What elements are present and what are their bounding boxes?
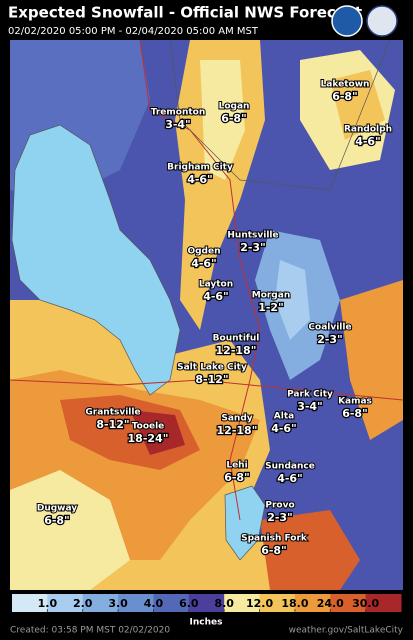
legend-tick-label: 1.0 — [38, 597, 58, 610]
legend-swatch — [47, 594, 84, 612]
legend-tick-label: 6.0 — [179, 597, 199, 610]
snow-amount: 6-8" — [224, 471, 250, 484]
city-name: Morgan — [252, 291, 291, 301]
legend-tick-label: 4.0 — [144, 597, 164, 610]
snow-amount: 12-18" — [216, 344, 257, 357]
snow-amount: 6-8" — [332, 90, 358, 103]
snow-amount: 4-6" — [203, 290, 229, 303]
snow-amount: 2-3" — [317, 333, 343, 346]
legend-swatch — [153, 594, 190, 612]
legend-swatch — [12, 594, 48, 612]
city-name: Sundance — [265, 462, 315, 472]
city-name: Bountiful — [213, 334, 260, 344]
city-name: Coalville — [308, 323, 351, 333]
city-name: Lehi — [226, 461, 247, 471]
legend-swatch — [82, 594, 119, 612]
snow-amount: 4-6" — [187, 173, 213, 186]
subtitle: 02/02/2020 05:00 PM - 02/04/2020 05:00 A… — [8, 26, 259, 37]
legend-swatch — [365, 594, 402, 612]
snow-amount: 2-3" — [240, 241, 266, 254]
city-name: Alta — [274, 412, 294, 422]
legend-swatch — [224, 594, 261, 612]
legend-swatch — [330, 594, 367, 612]
legend-swatch — [294, 594, 331, 612]
city-name: Brigham City — [167, 163, 233, 173]
snow-amount: 4-6" — [277, 472, 303, 485]
created-note: Created: 03:58 PM MST 02/02/2020 — [10, 626, 170, 636]
snow-amount: 1-2" — [258, 301, 284, 314]
legend-tick-label: 3.0 — [108, 597, 128, 610]
snow-amount: 2-3" — [267, 511, 293, 524]
snow-amount: 6-8" — [261, 544, 287, 557]
snow-amount: 3-4" — [165, 118, 191, 131]
legend-tick-label: 24.0 — [317, 597, 344, 610]
snow-amount: 18-24" — [128, 432, 169, 445]
snow-amount: 6-8" — [221, 112, 247, 125]
snow-amount: 4-6" — [355, 135, 381, 148]
snow-amount: 6-8" — [44, 514, 70, 527]
legend-swatch — [259, 594, 296, 612]
legend: 1.0 2.0 3.0 4.0 6.0 8.0 12.0 18.0 24.0 30.0 — [12, 594, 402, 612]
city-name: Kamas — [338, 397, 372, 407]
city-name: Spanish Fork — [241, 534, 308, 544]
legend-title: Inches — [190, 618, 223, 628]
legend-swatch — [118, 594, 154, 612]
nws-logos — [331, 5, 398, 37]
city-name: Tooele — [132, 422, 165, 432]
city-name: Park City — [287, 390, 333, 400]
snow-amount: 4-6" — [191, 257, 217, 270]
snow-amount: 4-6" — [271, 422, 297, 435]
city-name: Huntsville — [227, 231, 278, 241]
city-name: Provo — [265, 501, 294, 511]
city-name: Laketown — [321, 80, 370, 90]
city-name: Tremonton — [151, 108, 206, 118]
legend-swatch — [188, 594, 225, 612]
city-name: Sandy — [221, 414, 252, 424]
source-url: weather.gov/SaltLakeCity — [289, 626, 404, 636]
snow-amount: 3-4" — [297, 400, 323, 413]
city-labels: Tremonton3-4"Logan6-8"Laketown6-8"Randol… — [36, 79, 393, 559]
city-name: Layton — [199, 280, 233, 290]
city-name: Dugway — [37, 504, 77, 514]
legend-tick-label: 8.0 — [214, 597, 234, 610]
legend-tick-label: 18.0 — [281, 597, 308, 610]
legend-tick-label: 30.0 — [352, 597, 379, 610]
city-name: Randolph — [344, 125, 392, 135]
snow-amount: 8-12" — [195, 373, 228, 386]
city-name: Grantsville — [85, 408, 140, 418]
map-shading — [9, 39, 404, 590]
snow-amount: 6-8" — [342, 407, 368, 420]
snow-amount: 8-12" — [96, 418, 129, 431]
city-name: Ogden — [187, 247, 220, 257]
legend-tick-label: 12.0 — [246, 597, 273, 610]
city-name: Logan — [219, 102, 250, 112]
legend-tick-label: 2.0 — [73, 597, 93, 610]
city-name: Salt Lake City — [177, 363, 247, 373]
snow-amount: 12-18" — [217, 424, 258, 437]
title: Expected Snowfall - Official NWS Forecas… — [8, 4, 362, 22]
